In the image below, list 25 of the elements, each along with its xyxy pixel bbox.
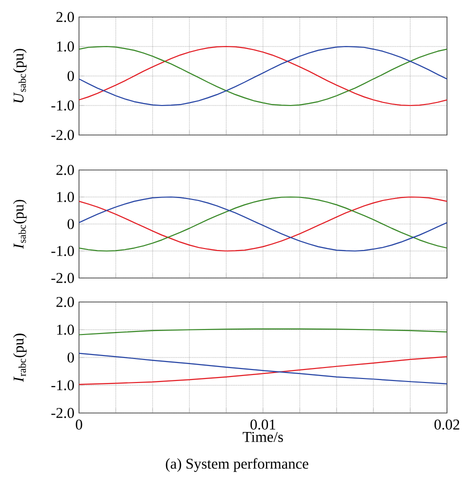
y-tick-label: 0	[68, 70, 74, 82]
y-tick-label: 1.0	[57, 192, 74, 202]
x-tick-label: 0	[76, 420, 82, 430]
y-tick-label: 1.0	[57, 324, 74, 335]
text: (a) System performance	[166, 458, 308, 472]
y-tick-label: -2.0	[51, 408, 74, 418]
line-series	[79, 46, 447, 106]
x-axis-title: Time/s	[242, 432, 283, 442]
y-axis-title: I$_{rabc}$(pu)	[13, 334, 27, 382]
line-series	[79, 196, 447, 252]
y-tick-label: 0	[68, 218, 74, 230]
y-tick-label: 2.0	[56, 12, 74, 22]
x-tick-label: 0.02	[434, 420, 460, 430]
y-tick-label: -1.0	[51, 100, 74, 111]
y-tick-label: -2.0	[51, 272, 74, 284]
y-tick-label: -2.0	[51, 130, 74, 140]
x-tick-label: 0.01	[250, 420, 276, 430]
y-axis-title: I$_{sabc}$(pu)	[13, 200, 27, 249]
y-tick-label: 2.0	[56, 164, 74, 176]
y-tick-label: 0	[68, 352, 74, 363]
y-tick-label: -1.0	[51, 380, 74, 390]
y-axis-title: U$_{sabc}$(pu)	[13, 48, 27, 102]
y-tick-label: -1.0	[51, 246, 74, 256]
y-tick-label: 1.0	[57, 41, 74, 52]
y-tick-label: 2.0	[56, 296, 74, 308]
